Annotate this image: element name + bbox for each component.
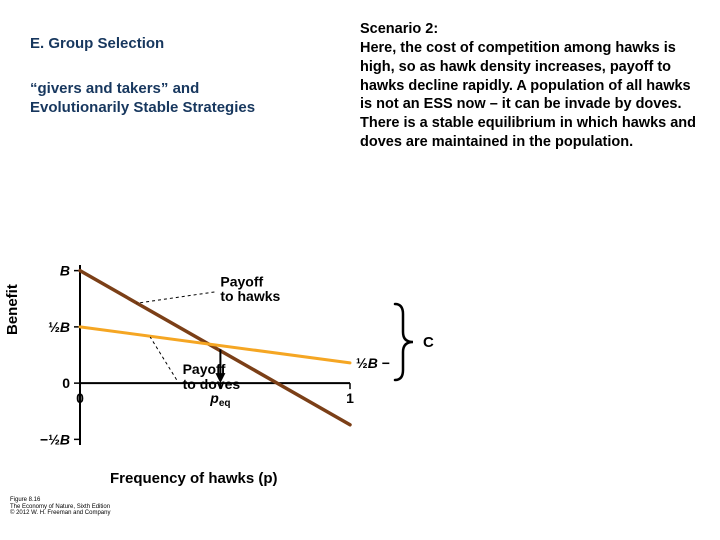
y-axis-label: Benefit: [4, 284, 21, 335]
svg-text:Payoffto doves: Payoffto doves: [183, 361, 241, 392]
svg-text:½B − C: ½B − C: [356, 355, 390, 371]
svg-text:peq: peq: [209, 390, 230, 409]
svg-text:−½B: −½B: [40, 431, 70, 447]
figure-fine-print: Figure 8.16The Economy of Nature, Sixth …: [10, 497, 110, 517]
scenario-body: Here, the cost of competition among hawk…: [360, 40, 696, 150]
scenario-text: Scenario 2: Here, the cost of competitio…: [360, 20, 700, 152]
scenario-title: Scenario 2:: [360, 21, 438, 37]
svg-text:1: 1: [346, 390, 354, 406]
svg-text:B: B: [60, 263, 70, 279]
section-subtitle: “givers and takers” and Evolutionarily S…: [30, 80, 330, 118]
left-headings: E. Group Selection “givers and takers” a…: [30, 20, 330, 152]
svg-text:0: 0: [76, 390, 84, 406]
section-heading: E. Group Selection: [30, 35, 330, 52]
svg-text:½B: ½B: [48, 319, 70, 335]
svg-text:Payoffto hawks: Payoffto hawks: [220, 273, 280, 304]
cost-brace: C: [393, 302, 434, 382]
svg-text:0: 0: [62, 375, 70, 391]
chart-svg: −½B 0 ½B B 0 peq 1 Payoffto hawks Payoffto doves…: [10, 245, 390, 495]
payoff-chart: −½B 0 ½B B 0 peq 1 Payoffto hawks Payoffto doves…: [10, 245, 390, 505]
brace-label: C: [423, 334, 434, 351]
brace-svg: [393, 302, 415, 382]
x-axis-label: Frequency of hawks (p): [110, 470, 278, 487]
